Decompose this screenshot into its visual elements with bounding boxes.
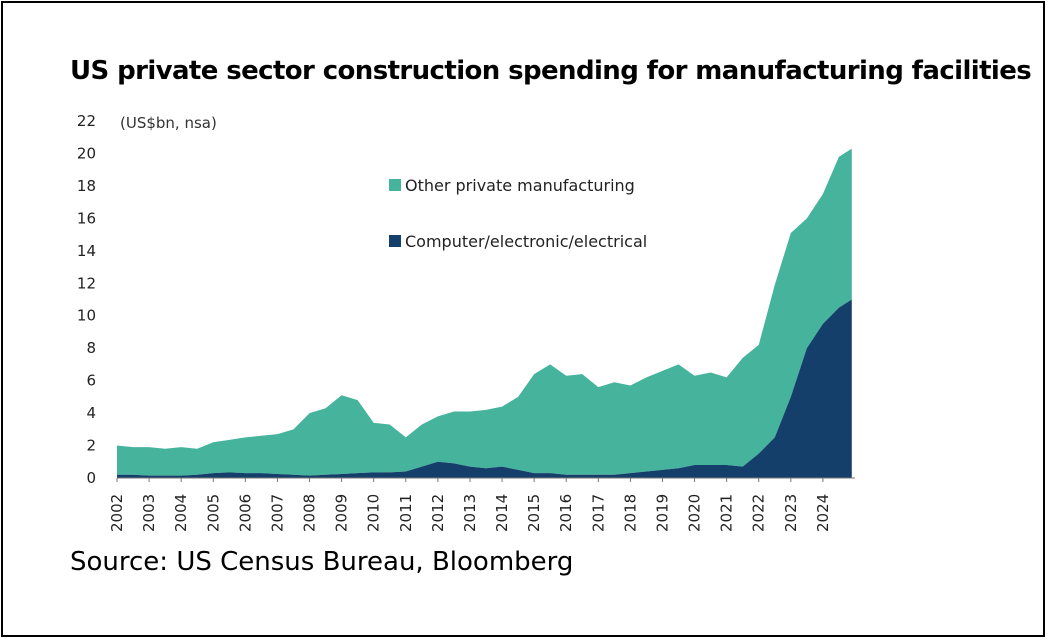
x-tick-label: 2005 [204,494,222,532]
y-tick-label: 20 [77,144,96,162]
x-tick-label: 2008 [301,494,319,532]
y-tick-label: 10 [77,307,96,325]
legend-swatch-computer [389,235,401,247]
x-tick-label: 2024 [814,494,832,532]
legend-label-computer: Computer/electronic/electrical [405,232,647,251]
unit-label: (US$bn, nsa) [120,114,217,132]
x-tick-label: 2014 [493,494,511,532]
x-tick-label: 2004 [172,494,190,532]
x-tick-label: 2011 [397,494,415,532]
legend: Other private manufacturing Computer/ele… [389,176,647,251]
x-tick-label: 2017 [589,494,607,532]
x-tick-label: 2022 [750,494,768,532]
series-area-computer-electronic-electrical [117,299,852,478]
plot-areas [117,148,852,478]
x-tick-label: 2006 [236,494,254,532]
x-tick-label: 2016 [557,494,575,532]
legend-label-other: Other private manufacturing [405,176,635,195]
y-tick-label: 8 [86,339,96,357]
x-tick-label: 2012 [429,494,447,532]
y-tick-label: 4 [86,404,96,422]
y-axis-ticks: 0 2 4 6 8 10 12 14 16 18 20 22 [77,112,96,487]
y-tick-label: 18 [77,177,96,195]
y-tick-label: 2 [86,437,96,455]
series-area-other-private-manufacturing [117,148,852,476]
y-tick-label: 0 [86,469,96,487]
x-tick-label: 2018 [621,494,639,532]
x-tick-label: 2013 [461,494,479,532]
y-tick-label: 16 [77,209,96,227]
chart-title: US private sector construction spending … [70,56,1032,86]
y-tick-label: 6 [86,372,96,390]
x-tick-label: 2019 [653,494,671,532]
x-tick-label: 2015 [525,494,543,532]
x-tick-label: 2007 [268,494,286,532]
y-tick-label: 12 [77,274,96,292]
y-tick-label: 14 [77,242,96,260]
x-tick-label: 2023 [782,494,800,532]
x-tick-label: 2009 [333,494,351,532]
source-note: Source: US Census Bureau, Bloomberg [70,547,574,577]
legend-swatch-other [389,179,401,191]
x-tick-label: 2003 [140,494,158,532]
x-tick-label: 2002 [108,494,126,532]
x-tick-label: 2010 [365,494,383,532]
y-tick-label: 22 [77,112,96,130]
x-tick-label: 2020 [686,494,704,532]
x-tick-label: 2021 [718,494,736,532]
x-axis-ticks: 2002 2003 2004 2005 2006 2007 2008 2009 2010 2011… [108,478,832,532]
